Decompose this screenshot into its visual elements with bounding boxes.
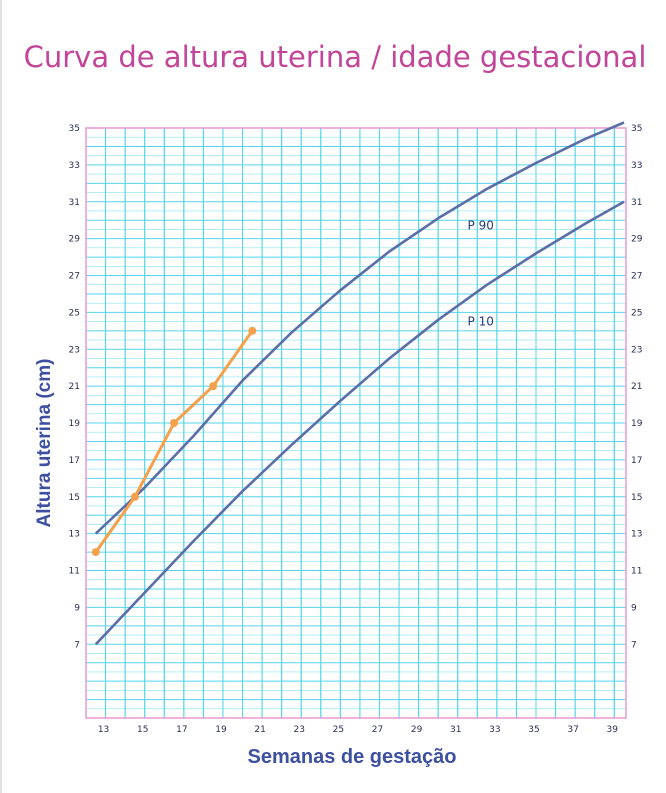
- y-tick-label-left: 33: [69, 161, 80, 171]
- y-tick-label-right: 35: [631, 124, 642, 134]
- y-tick-label-left: 25: [69, 308, 80, 318]
- y-tick-label-right: 15: [631, 493, 642, 503]
- p90-label: P 90: [468, 218, 494, 232]
- x-tick-label: 37: [567, 725, 578, 735]
- chart-title: Curva de altura uterina / idade gestacio…: [23, 40, 647, 74]
- patient-point: [209, 382, 218, 391]
- y-tick-label-left: 35: [69, 124, 80, 134]
- y-tick-label-left: 13: [69, 530, 80, 540]
- y-tick-label-left: 9: [74, 603, 80, 613]
- x-axis-label: Semanas de gestação: [247, 746, 457, 768]
- x-tick-label: 33: [489, 725, 500, 735]
- x-tick-label: 29: [411, 725, 423, 735]
- y-tick-label-right: 33: [631, 161, 642, 171]
- y-tick-label-left: 27: [69, 272, 80, 282]
- x-tick-label: 21: [254, 725, 265, 735]
- x-tick-label: 25: [333, 725, 344, 735]
- x-tick-label: 15: [137, 725, 148, 735]
- y-tick-label-right: 29: [631, 235, 643, 245]
- y-tick-label-left: 11: [69, 567, 80, 577]
- y-tick-label-right: 21: [631, 382, 642, 392]
- y-tick-label-left: 21: [69, 382, 80, 392]
- y-tick-label-right: 9: [631, 603, 637, 613]
- p10-curve: [94, 200, 625, 646]
- y-tick-label-right: 17: [631, 456, 642, 466]
- y-tick-label-right: 25: [631, 308, 642, 318]
- y-tick-label-right: 11: [631, 567, 642, 577]
- y-tick-label-left: 7: [74, 640, 80, 650]
- x-tick-label: 17: [176, 725, 187, 735]
- x-tick-label: 39: [607, 725, 619, 735]
- y-tick-label-right: 27: [631, 272, 642, 282]
- y-tick-label-left: 23: [69, 345, 80, 355]
- plot-frame: [85, 127, 627, 719]
- patient-point: [130, 492, 139, 501]
- patient-point: [248, 326, 257, 335]
- y-tick-label-right: 19: [631, 419, 643, 429]
- y-tick-label-right: 23: [631, 345, 642, 355]
- y-tick-label-right: 31: [631, 198, 642, 208]
- patient-point: [91, 548, 100, 557]
- x-tick-label: 35: [528, 725, 539, 735]
- y-tick-label-left: 17: [69, 456, 80, 466]
- x-tick-label: 23: [293, 725, 304, 735]
- y-tick-label-left: 19: [69, 419, 81, 429]
- y-tick-label-left: 15: [69, 493, 80, 503]
- y-tick-label-left: 31: [69, 198, 80, 208]
- patient-point: [170, 419, 179, 427]
- x-tick-label: 31: [450, 725, 461, 735]
- y-tick-label-right: 13: [631, 530, 642, 540]
- p10-label: P 10: [468, 314, 494, 328]
- x-tick-label: 19: [215, 725, 227, 735]
- p90-curve: [94, 121, 625, 535]
- x-tick-label: 13: [98, 725, 109, 735]
- y-tick-label-left: 29: [69, 235, 81, 245]
- y-tick-label-right: 7: [631, 640, 637, 650]
- x-tick-label: 27: [372, 725, 383, 735]
